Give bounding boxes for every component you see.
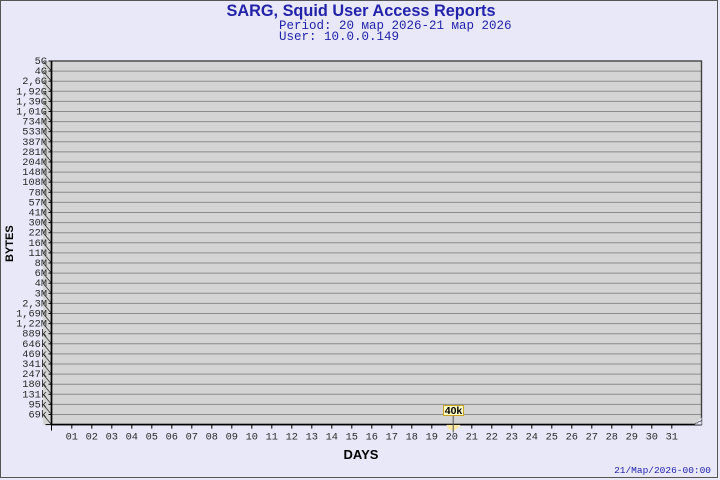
svg-text:04: 04 bbox=[126, 432, 138, 444]
svg-text:31: 31 bbox=[666, 432, 678, 444]
svg-text:23: 23 bbox=[506, 432, 518, 444]
svg-text:20: 20 bbox=[446, 432, 458, 444]
svg-text:02: 02 bbox=[86, 432, 98, 444]
svg-text:17: 17 bbox=[386, 432, 398, 444]
svg-text:24: 24 bbox=[526, 432, 538, 444]
svg-text:16: 16 bbox=[366, 432, 378, 444]
svg-text:13: 13 bbox=[306, 432, 318, 444]
svg-text:09: 09 bbox=[226, 432, 238, 444]
svg-text:22: 22 bbox=[486, 432, 498, 444]
svg-text:15: 15 bbox=[346, 432, 358, 444]
svg-text:27: 27 bbox=[586, 432, 598, 444]
svg-text:26: 26 bbox=[566, 432, 578, 444]
svg-text:07: 07 bbox=[186, 432, 198, 444]
svg-text:14: 14 bbox=[326, 432, 338, 444]
svg-text:06: 06 bbox=[166, 432, 178, 444]
svg-text:21: 21 bbox=[466, 432, 478, 444]
svg-text:30: 30 bbox=[646, 432, 658, 444]
svg-text:18: 18 bbox=[406, 432, 418, 444]
svg-text:19: 19 bbox=[426, 432, 438, 444]
svg-text:05: 05 bbox=[146, 432, 158, 444]
svg-text:01: 01 bbox=[66, 432, 78, 444]
svg-text:25: 25 bbox=[546, 432, 558, 444]
svg-text:10: 10 bbox=[246, 432, 258, 444]
svg-text:12: 12 bbox=[286, 432, 298, 444]
svg-text:69k: 69k bbox=[28, 410, 47, 422]
svg-text:03: 03 bbox=[106, 432, 118, 444]
svg-text:11: 11 bbox=[266, 432, 278, 444]
svg-text:08: 08 bbox=[206, 432, 218, 444]
svg-text:29: 29 bbox=[626, 432, 638, 444]
svg-text:28: 28 bbox=[606, 432, 618, 444]
